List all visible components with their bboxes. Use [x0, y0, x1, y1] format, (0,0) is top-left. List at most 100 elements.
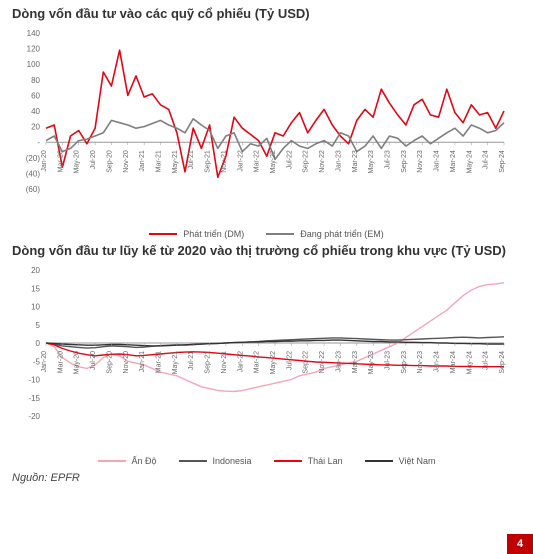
svg-text:Jan-23: Jan-23 — [335, 351, 342, 373]
svg-text:20: 20 — [31, 123, 40, 132]
svg-text:May-21: May-21 — [172, 351, 179, 374]
svg-text:Nov-23: Nov-23 — [417, 150, 424, 173]
legend-label: Indonesia — [213, 456, 252, 466]
chart1-svg: (60)(40)(20)-20406080100120140Jan-20Mar-… — [12, 27, 512, 227]
legend-item: Việt Nam — [365, 456, 436, 466]
svg-text:Nov-23: Nov-23 — [417, 351, 424, 374]
svg-text:Nov-20: Nov-20 — [123, 351, 130, 374]
svg-text:Sep-24: Sep-24 — [499, 150, 506, 173]
svg-text:100: 100 — [27, 60, 41, 69]
svg-text:Mar-20: Mar-20 — [57, 351, 64, 373]
legend-item: Phát triển (DM) — [149, 229, 244, 239]
svg-text:May-24: May-24 — [466, 351, 473, 374]
svg-text:Sep-20: Sep-20 — [106, 150, 113, 173]
svg-text:(20): (20) — [26, 154, 41, 163]
chart2-legend: Ấn Độ Indonesia Thái Lan Việt Nam — [12, 456, 521, 466]
svg-text:Mar-21: Mar-21 — [156, 150, 163, 172]
svg-text:-: - — [37, 138, 40, 147]
chart1-block: Dòng vốn đầu tư vào các quỹ cổ phiếu (Tỷ… — [12, 6, 521, 239]
svg-text:Nov-22: Nov-22 — [319, 351, 326, 374]
svg-text:Mar-22: Mar-22 — [254, 351, 261, 373]
svg-text:Jan-24: Jan-24 — [434, 351, 441, 373]
svg-text:Mar-20: Mar-20 — [57, 150, 64, 172]
chart1-legend: Phát triển (DM) Đang phát triển (EM) — [12, 229, 521, 239]
legend-item: Ấn Độ — [98, 456, 157, 466]
svg-text:May-24: May-24 — [466, 150, 473, 173]
legend-swatch — [149, 233, 177, 235]
legend-swatch — [266, 233, 294, 235]
svg-text:Jan-23: Jan-23 — [335, 150, 342, 172]
svg-text:Sep-22: Sep-22 — [303, 150, 310, 173]
svg-text:Jan-20: Jan-20 — [41, 150, 48, 172]
svg-text:Sep-21: Sep-21 — [205, 351, 212, 374]
legend-label: Thái Lan — [308, 456, 343, 466]
svg-text:May-20: May-20 — [74, 150, 81, 173]
svg-text:Jul-20: Jul-20 — [90, 351, 97, 370]
svg-text:Jan-21: Jan-21 — [139, 351, 146, 373]
page-number-badge: 4 — [507, 534, 533, 554]
svg-text:Sep-24: Sep-24 — [499, 351, 506, 374]
svg-text:120: 120 — [27, 45, 41, 54]
svg-text:10: 10 — [31, 303, 40, 312]
svg-text:May-22: May-22 — [270, 150, 277, 173]
svg-text:May-22: May-22 — [270, 351, 277, 374]
svg-text:Mar-23: Mar-23 — [352, 351, 359, 373]
svg-text:140: 140 — [27, 29, 41, 38]
legend-label: Đang phát triển (EM) — [300, 229, 384, 239]
svg-text:0: 0 — [36, 339, 41, 348]
source-label: Nguồn: EPFR — [12, 472, 521, 484]
legend-item: Indonesia — [179, 456, 252, 466]
legend-label: Việt Nam — [399, 456, 436, 466]
svg-text:Jul-20: Jul-20 — [90, 150, 97, 169]
svg-text:Nov-20: Nov-20 — [123, 150, 130, 173]
svg-text:Mar-21: Mar-21 — [156, 351, 163, 373]
legend-label: Phát triển (DM) — [183, 229, 244, 239]
svg-text:Mar-23: Mar-23 — [352, 150, 359, 172]
svg-text:(60): (60) — [26, 185, 41, 194]
svg-text:Jul-22: Jul-22 — [286, 351, 293, 370]
svg-text:-10: -10 — [28, 376, 40, 385]
svg-text:Jul-23: Jul-23 — [385, 351, 392, 370]
svg-text:Jan-20: Jan-20 — [41, 351, 48, 373]
svg-text:-5: -5 — [33, 357, 41, 366]
svg-text:-15: -15 — [28, 394, 40, 403]
svg-text:May-23: May-23 — [368, 351, 375, 374]
svg-text:Jul-21: Jul-21 — [188, 150, 195, 169]
legend-swatch — [179, 460, 207, 462]
legend-swatch — [98, 460, 126, 462]
svg-text:Jul-22: Jul-22 — [286, 150, 293, 169]
legend-swatch — [274, 460, 302, 462]
chart2-block: Dòng vốn đầu tư lũy kế từ 2020 vào thị t… — [12, 243, 521, 466]
svg-text:Jan-22: Jan-22 — [237, 150, 244, 172]
legend-label: Ấn Độ — [132, 456, 157, 466]
svg-text:Jul-21: Jul-21 — [188, 351, 195, 370]
svg-text:Mar-24: Mar-24 — [450, 150, 457, 172]
svg-text:-20: -20 — [28, 412, 40, 421]
chart1-title: Dòng vốn đầu tư vào các quỹ cổ phiếu (Tỷ… — [12, 6, 521, 21]
svg-text:60: 60 — [31, 91, 40, 100]
svg-text:Mar-24: Mar-24 — [450, 351, 457, 373]
svg-text:80: 80 — [31, 76, 40, 85]
svg-text:Jul-24: Jul-24 — [483, 150, 490, 169]
legend-swatch — [365, 460, 393, 462]
svg-text:Nov-21: Nov-21 — [221, 351, 228, 374]
svg-text:Jan-21: Jan-21 — [139, 150, 146, 172]
chart2-title: Dòng vốn đầu tư lũy kế từ 2020 vào thị t… — [12, 243, 521, 258]
svg-text:Sep-23: Sep-23 — [401, 351, 408, 374]
svg-text:Sep-23: Sep-23 — [401, 150, 408, 173]
legend-item: Đang phát triển (EM) — [266, 229, 384, 239]
svg-text:Jul-23: Jul-23 — [385, 150, 392, 169]
svg-text:May-20: May-20 — [74, 351, 81, 374]
chart2-svg: -20-15-10-505101520Jan-20Mar-20May-20Jul… — [12, 264, 512, 454]
svg-text:5: 5 — [36, 321, 41, 330]
svg-text:(40): (40) — [26, 169, 41, 178]
svg-text:Sep-21: Sep-21 — [205, 150, 212, 173]
svg-text:Sep-20: Sep-20 — [106, 351, 113, 374]
svg-text:May-23: May-23 — [368, 150, 375, 173]
svg-text:Jan-22: Jan-22 — [237, 351, 244, 373]
svg-text:Sep-22: Sep-22 — [303, 351, 310, 374]
svg-text:Jan-24: Jan-24 — [434, 150, 441, 172]
legend-item: Thái Lan — [274, 456, 343, 466]
svg-text:Mar-22: Mar-22 — [254, 150, 261, 172]
svg-text:Nov-22: Nov-22 — [319, 150, 326, 173]
